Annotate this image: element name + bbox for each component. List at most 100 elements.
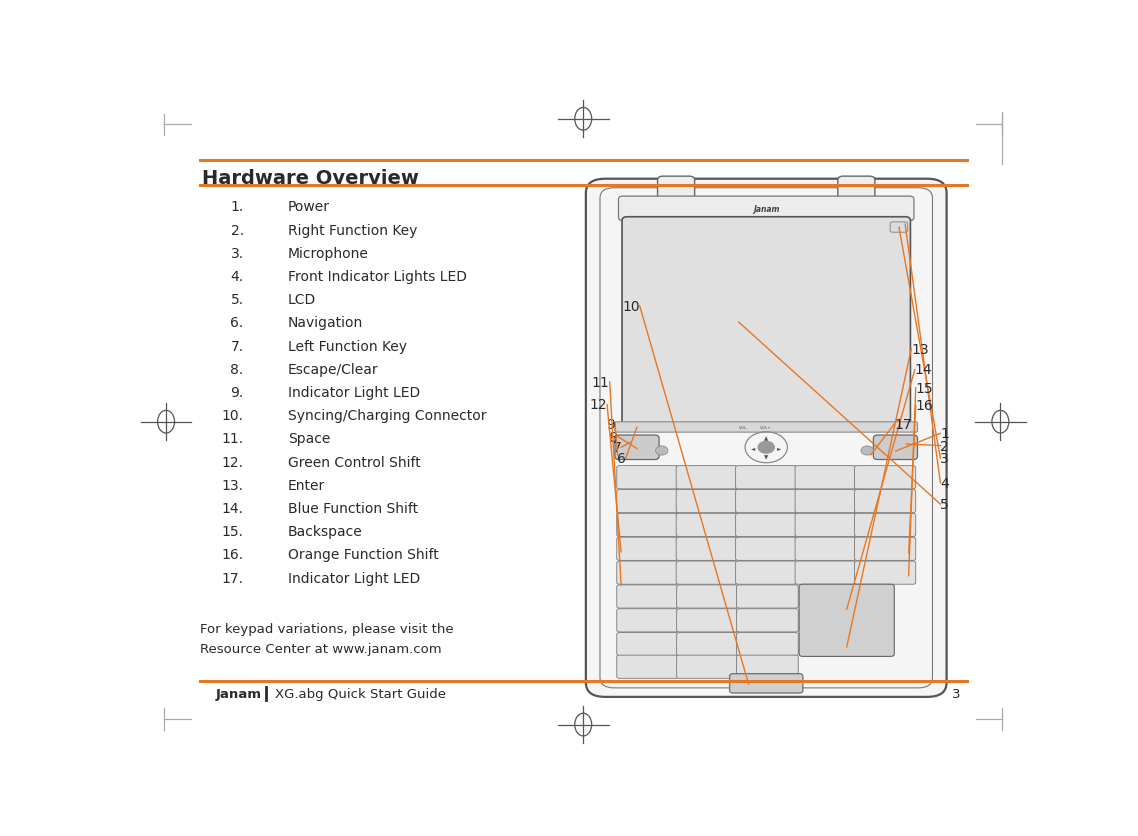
FancyBboxPatch shape [586,180,947,697]
FancyBboxPatch shape [795,538,856,561]
Text: Hardware Overview: Hardware Overview [203,169,419,188]
Text: 14.: 14. [222,502,244,515]
Text: 12.: 12. [222,455,244,469]
FancyBboxPatch shape [855,466,916,489]
FancyBboxPatch shape [617,633,678,656]
Text: 15.: 15. [222,524,244,538]
FancyBboxPatch shape [617,466,678,489]
FancyBboxPatch shape [855,538,916,561]
Text: Front Indicator Lights LED: Front Indicator Lights LED [288,270,467,283]
FancyBboxPatch shape [735,561,797,584]
FancyBboxPatch shape [855,561,916,584]
FancyBboxPatch shape [736,633,798,656]
FancyBboxPatch shape [617,561,678,584]
Text: Green Control Shift: Green Control Shift [288,455,421,469]
Text: 2.: 2. [231,223,244,237]
Text: 11.: 11. [222,432,244,446]
FancyBboxPatch shape [677,609,739,632]
Text: ▼: ▼ [764,455,768,460]
Text: 11: 11 [592,375,610,390]
Text: 2: 2 [940,439,949,453]
FancyBboxPatch shape [795,466,856,489]
Text: ►: ► [777,446,782,451]
Text: 13: 13 [912,343,929,356]
FancyBboxPatch shape [676,513,737,537]
FancyBboxPatch shape [622,217,910,427]
Text: VOL-: VOL- [740,426,749,430]
Text: Janam: Janam [215,687,262,701]
Circle shape [861,446,873,456]
Text: Enter: Enter [288,478,325,492]
Text: ◄: ◄ [751,446,756,451]
FancyBboxPatch shape [617,513,678,537]
Text: 3: 3 [940,452,949,466]
Text: Indicator Light LED: Indicator Light LED [288,571,420,585]
Text: 10.: 10. [222,409,244,423]
Text: 17.: 17. [222,571,244,585]
Text: 5: 5 [940,497,949,512]
Text: 8: 8 [609,430,618,444]
Circle shape [758,442,774,454]
FancyBboxPatch shape [658,177,694,206]
Text: LCD: LCD [288,293,316,307]
Text: 4.: 4. [231,270,244,283]
Text: Backspace: Backspace [288,524,363,538]
FancyBboxPatch shape [617,538,678,561]
FancyBboxPatch shape [677,655,739,679]
Text: VOL+: VOL+ [760,426,772,430]
Text: 1: 1 [940,426,949,441]
Text: 17: 17 [894,417,913,431]
FancyBboxPatch shape [617,655,678,679]
Text: Left Function Key: Left Function Key [288,339,406,353]
FancyBboxPatch shape [676,538,737,561]
Text: For keypad variations, please visit the
Resource Center at www.janam.com: For keypad variations, please visit the … [199,622,453,655]
FancyBboxPatch shape [615,422,917,432]
FancyBboxPatch shape [795,513,856,537]
Text: Space: Space [288,432,330,446]
FancyBboxPatch shape [736,655,798,679]
FancyBboxPatch shape [736,609,798,632]
FancyBboxPatch shape [619,196,914,222]
Text: 7.: 7. [231,339,244,353]
Text: 12: 12 [589,398,607,412]
FancyBboxPatch shape [676,466,737,489]
FancyBboxPatch shape [799,584,894,656]
Text: Orange Function Shift: Orange Function Shift [288,548,438,562]
Text: 15: 15 [916,381,933,395]
FancyBboxPatch shape [617,609,678,632]
Circle shape [655,446,668,456]
FancyBboxPatch shape [615,436,659,460]
Text: 4: 4 [940,477,949,491]
Text: Indicator Light LED: Indicator Light LED [288,385,420,400]
FancyBboxPatch shape [795,561,856,584]
Text: 9.: 9. [230,385,244,400]
Text: 14: 14 [915,363,932,377]
Text: 9: 9 [607,418,615,431]
FancyBboxPatch shape [729,674,802,693]
FancyBboxPatch shape [735,513,797,537]
Text: Escape/Clear: Escape/Clear [288,362,379,376]
Text: Power: Power [288,200,330,214]
Text: Right Function Key: Right Function Key [288,223,418,237]
Text: Microphone: Microphone [288,247,369,261]
Text: 5.: 5. [231,293,244,307]
Text: Navigation: Navigation [288,316,363,330]
FancyBboxPatch shape [838,177,875,206]
FancyBboxPatch shape [617,585,678,609]
Text: 1.: 1. [230,200,244,214]
Text: 10: 10 [622,299,640,314]
Text: 3: 3 [953,687,960,701]
FancyBboxPatch shape [735,466,797,489]
Text: 13.: 13. [222,478,244,492]
Text: 7: 7 [612,441,621,455]
Text: Syncing/Charging Connector: Syncing/Charging Connector [288,409,486,423]
Text: XG.abg Quick Start Guide: XG.abg Quick Start Guide [274,687,446,701]
Text: 3.: 3. [231,247,244,261]
Text: 6: 6 [617,452,626,466]
FancyBboxPatch shape [795,490,856,513]
FancyBboxPatch shape [890,222,908,233]
Text: ▲: ▲ [764,436,768,441]
Text: 8.: 8. [230,362,244,376]
FancyBboxPatch shape [873,436,917,460]
FancyBboxPatch shape [676,561,737,584]
